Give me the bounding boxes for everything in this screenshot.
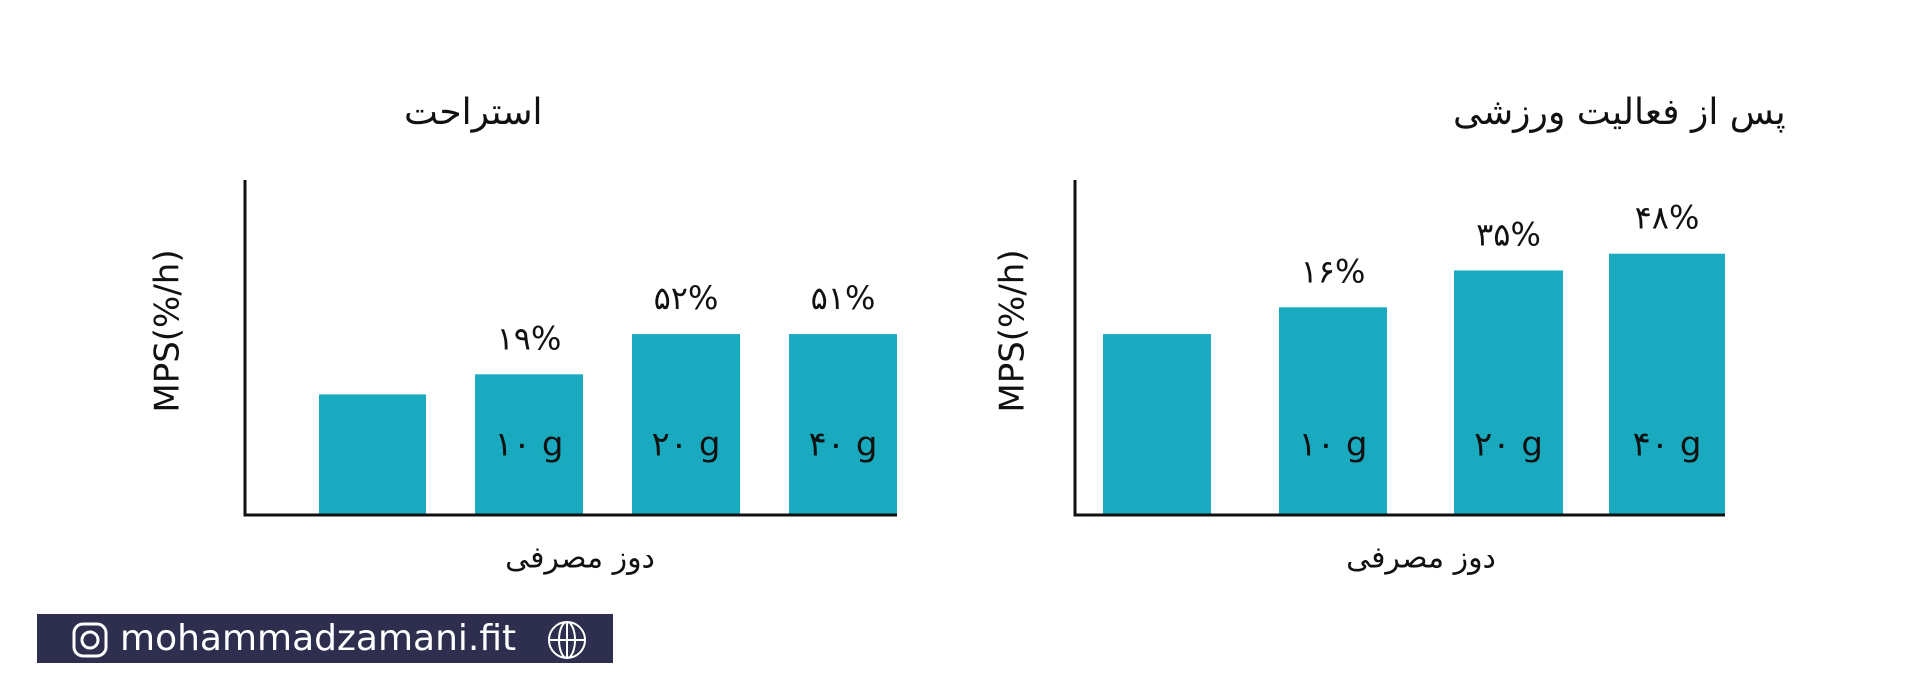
- footer-bar: [37, 614, 613, 663]
- bar-category-label: ۱۰ g: [1299, 425, 1368, 465]
- bar-category-label: ۴۰ g: [1633, 425, 1702, 465]
- bar: [1609, 253, 1725, 515]
- bar-category-label: ۴۰ g: [809, 425, 878, 465]
- bar: [789, 334, 897, 515]
- bar: [1103, 334, 1211, 515]
- x-axis-label: دوز مصرفی: [1346, 541, 1496, 576]
- bar: [1279, 307, 1387, 515]
- bar: [632, 334, 740, 515]
- globe-icon: [548, 621, 586, 659]
- bar-category-label: ۲۰ g: [1474, 425, 1543, 465]
- bar: [319, 394, 426, 515]
- y-axis-label: MPS(%/h): [148, 249, 188, 412]
- footer-handle: mohammadzamani.fit: [120, 618, 516, 659]
- bar: [475, 374, 583, 515]
- chart-title: استراحت: [404, 92, 543, 133]
- bar-label: ۱۶%: [1301, 252, 1366, 290]
- bar-label: ۴۸%: [1635, 199, 1700, 237]
- bar-label: ۵۲%: [654, 279, 719, 317]
- bar-category-label: ۲۰ g: [652, 425, 721, 465]
- y-axis-label: MPS(%/h): [993, 249, 1033, 412]
- instagram-icon: [72, 622, 108, 658]
- bar-label: ۱۹%: [497, 319, 562, 357]
- bar-label: ۵۱%: [811, 279, 876, 317]
- bar-label: ۳۵%: [1476, 215, 1541, 253]
- bar-category-label: ۱۰ g: [495, 425, 564, 465]
- bar: [1454, 270, 1563, 515]
- chart-title: پس از فعالیت ورزشی: [1453, 92, 1786, 133]
- x-axis-label: دوز مصرفی: [505, 541, 655, 576]
